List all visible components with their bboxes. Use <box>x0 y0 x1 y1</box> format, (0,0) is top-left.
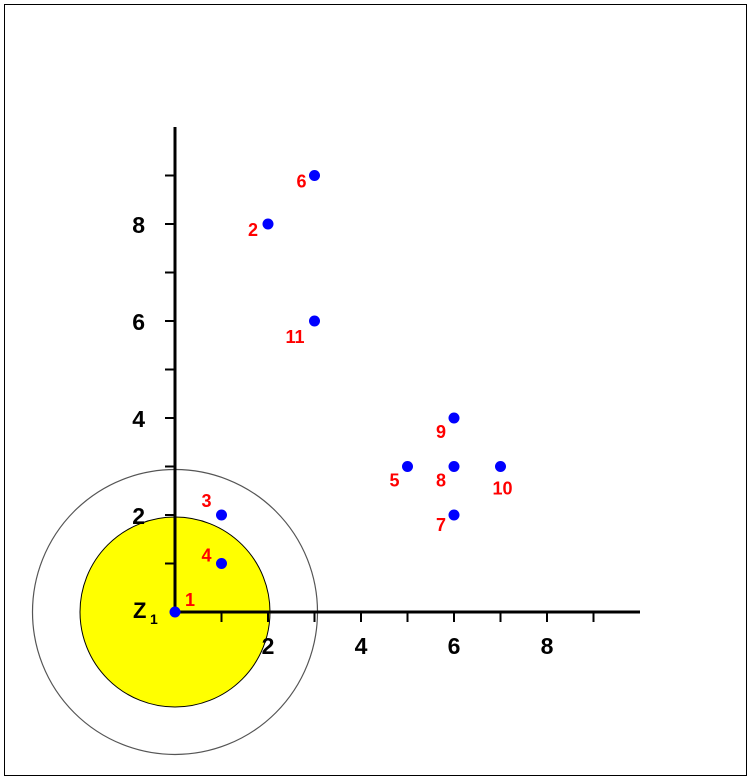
data-point-label-3: 3 <box>201 491 211 511</box>
data-point-label-2: 2 <box>248 220 258 240</box>
center-label: Z <box>133 598 146 623</box>
data-point-5 <box>402 461 413 472</box>
x-tick-label-6: 6 <box>448 633 461 659</box>
axes-layer: 2 4 6 8 2 4 6 8 <box>132 127 640 659</box>
data-point-label-5: 5 <box>389 471 399 491</box>
data-point-label-10: 10 <box>492 479 512 499</box>
data-point-2 <box>262 218 274 230</box>
y-tick-label-2: 2 <box>132 503 145 529</box>
data-point-label-4: 4 <box>201 546 211 566</box>
data-point-9 <box>448 412 460 424</box>
points-layer <box>169 170 506 618</box>
data-point-label-6: 6 <box>296 172 306 192</box>
data-point-label-9: 9 <box>436 422 446 442</box>
data-point-6 <box>309 170 320 181</box>
data-point-label-8: 8 <box>436 471 446 491</box>
data-point-11 <box>309 315 320 327</box>
y-tick-label-6: 6 <box>132 309 145 335</box>
y-tick-label-8: 8 <box>132 212 145 238</box>
data-point-8 <box>448 461 460 472</box>
data-point-label-1: 1 <box>185 590 195 610</box>
data-point-10 <box>495 461 506 472</box>
data-point-label-7: 7 <box>436 515 446 535</box>
y-tick-label-4: 4 <box>132 406 145 432</box>
x-tick-label-4: 4 <box>355 633 368 659</box>
data-point-label-11: 11 <box>285 327 304 347</box>
data-point-1 <box>169 606 181 618</box>
data-point-4 <box>216 558 227 569</box>
x-tick-label-8: 8 <box>541 633 554 659</box>
data-point-3 <box>216 509 227 521</box>
center-label-subscript: 1 <box>150 611 158 627</box>
data-point-7 <box>448 509 460 521</box>
x-tick-label-2: 2 <box>262 633 275 659</box>
